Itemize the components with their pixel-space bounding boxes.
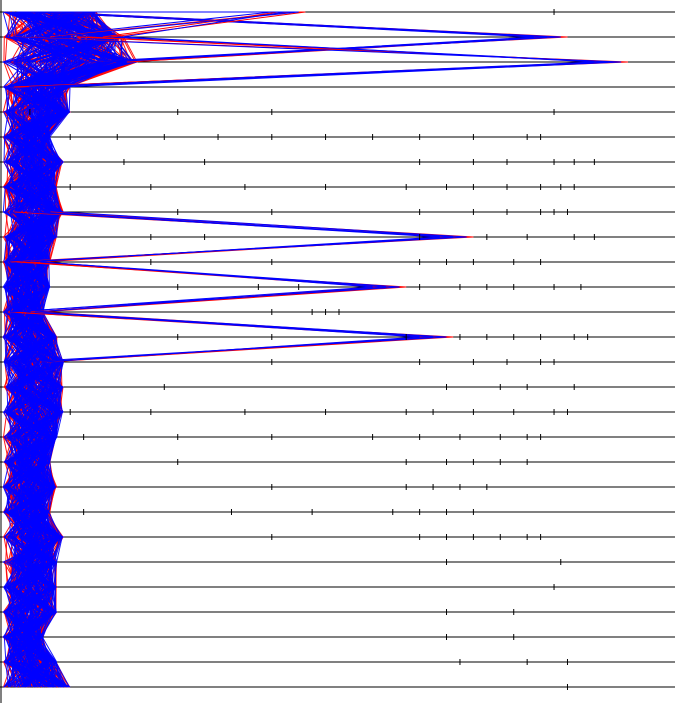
- series-2-polyline: [3, 11, 132, 688]
- spike-polyline: [27, 211, 440, 263]
- series-2-polyline: [3, 11, 107, 688]
- series-2-polyline: [3, 11, 120, 688]
- ticks-layer: [29, 9, 595, 690]
- series-2-polyline: [4, 11, 126, 688]
- series-2-polyline: [13, 11, 82, 688]
- spike-polyline: [28, 36, 595, 88]
- spike-polyline: [12, 261, 373, 313]
- series-2-polyline: [2, 11, 78, 688]
- spike-polyline: [26, 311, 420, 363]
- series-2-polyline: [6, 11, 101, 688]
- axes-layer: [0, 11, 675, 688]
- series-2-polyline: [6, 11, 64, 688]
- series-2-polyline: [2, 11, 105, 688]
- series-2-polyline: [2, 11, 116, 688]
- spike-polyline: [31, 11, 534, 63]
- spike-polyline: [17, 11, 272, 38]
- series-2-polyline: [4, 11, 86, 688]
- spike-polyline: [5, 36, 622, 88]
- polylines-layer: [1, 11, 629, 688]
